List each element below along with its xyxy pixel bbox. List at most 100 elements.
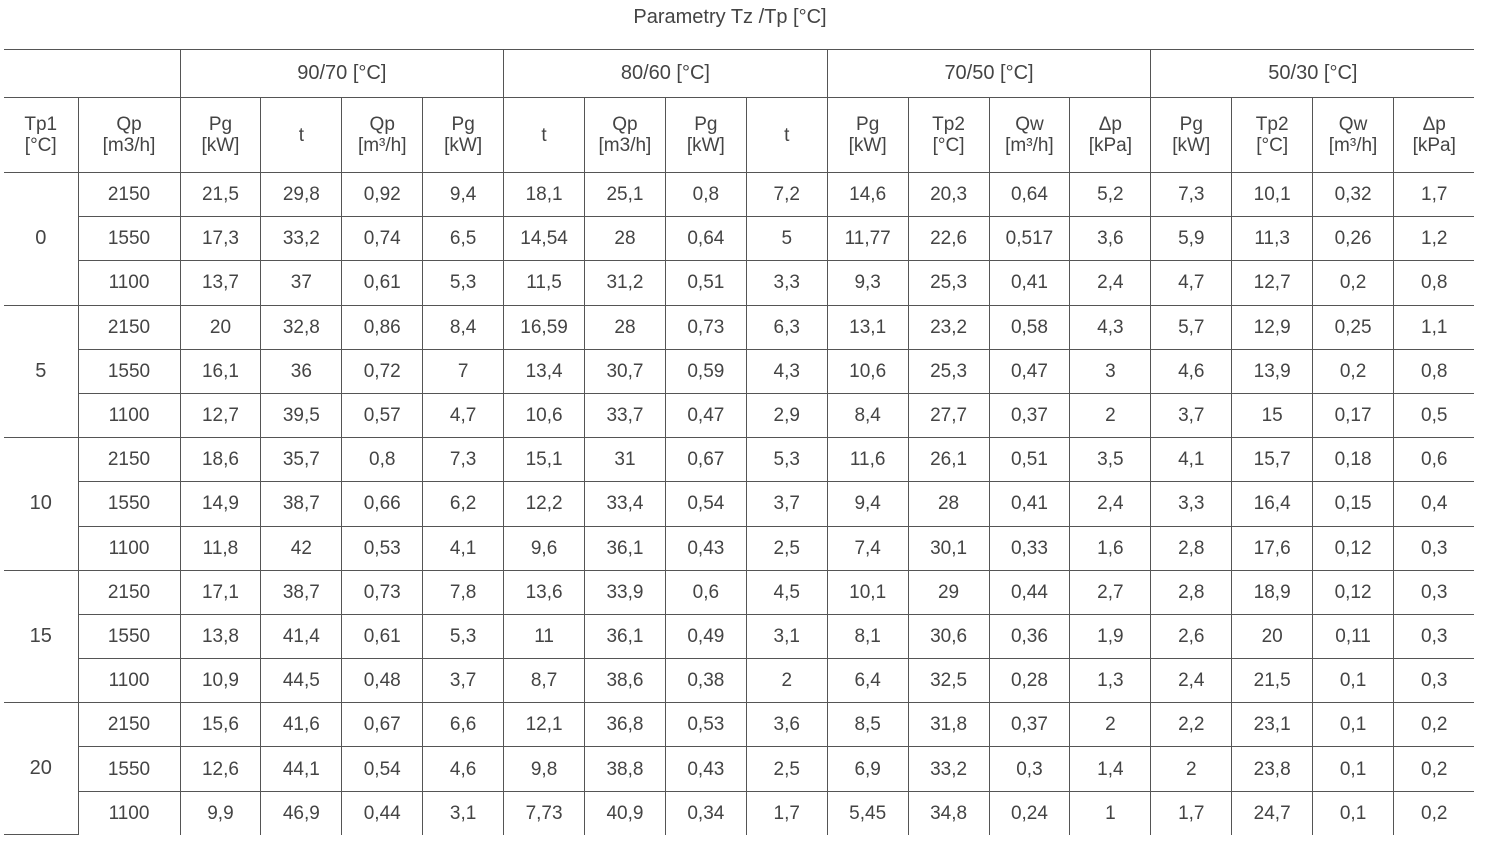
data-cell: 0,47 xyxy=(988,348,1071,394)
data-cell: 44,1 xyxy=(260,746,343,792)
header-line: Pg xyxy=(1179,114,1203,135)
data-cell: 6,4 xyxy=(826,658,909,704)
data-cell: 2,4 xyxy=(1069,481,1152,527)
data-cell: 7,73 xyxy=(503,790,585,835)
header-line: t xyxy=(298,124,304,146)
data-cell: 0,54 xyxy=(664,481,747,527)
data-cell: 37 xyxy=(260,260,343,306)
column-header: Pg [kW] xyxy=(422,97,505,173)
data-cell: 16,4 xyxy=(1231,481,1314,527)
data-cell: 20 xyxy=(1231,613,1314,660)
data-cell: 1,1 xyxy=(1393,304,1475,350)
header-line: Qw xyxy=(1015,114,1044,135)
data-cell: 0,53 xyxy=(341,525,424,571)
group-header: 90/70 [°C] xyxy=(179,49,505,98)
group-header: 80/60 [°C] xyxy=(503,49,828,98)
data-cell: 11 xyxy=(503,613,585,660)
data-cell: 2150 xyxy=(77,304,181,350)
tp1-cell: 10 xyxy=(4,437,79,571)
data-row: 1550 12,6 44,1 0,54 4,6 9,8 38,8 0,43 2,5 6,9 33,2… xyxy=(4,746,1475,792)
data-cell: 4,3 xyxy=(1069,304,1152,350)
header-line: Pg xyxy=(208,114,233,135)
data-cell: 5,45 xyxy=(826,790,909,835)
data-cell: 15,1 xyxy=(503,437,585,483)
data-cell: 41,6 xyxy=(260,702,343,748)
data-row: 20 2150 15,6 41,6 0,67 6,6 12,1 36,8 0,53 3,6 8,5 3… xyxy=(4,702,1475,836)
data-cell: 0,25 xyxy=(1312,304,1394,350)
data-cell: 12,1 xyxy=(503,702,585,748)
data-cell: 28 xyxy=(584,216,666,262)
data-cell: 0,33 xyxy=(988,525,1071,571)
data-cell: 18,1 xyxy=(503,171,585,218)
data-cell: 0,34 xyxy=(664,790,747,835)
data-cell: 2,7 xyxy=(1069,569,1152,615)
data-cell: 4,7 xyxy=(1150,260,1233,306)
data-cell: 0,44 xyxy=(988,569,1071,615)
data-cell: 0,6 xyxy=(1393,437,1475,483)
data-cell: 0,28 xyxy=(988,658,1071,704)
data-cell: 41,4 xyxy=(260,613,343,660)
header-line: [°C] xyxy=(1256,135,1289,156)
data-cell: 3,6 xyxy=(1069,216,1152,262)
data-cell: 8,7 xyxy=(503,658,585,704)
data-cell: 3,3 xyxy=(1150,481,1233,527)
data-cell: 38,8 xyxy=(584,746,666,792)
data-cell: 13,6 xyxy=(503,569,585,615)
data-cell: 3,1 xyxy=(745,613,828,660)
data-cell: 35,7 xyxy=(260,437,343,483)
data-cell: 0,37 xyxy=(988,392,1071,439)
data-cell: 7 xyxy=(422,348,505,394)
data-cell: 4,3 xyxy=(745,348,828,394)
data-cell: 1550 xyxy=(78,216,181,262)
data-cell: 30,1 xyxy=(907,525,990,571)
data-cell: 6,5 xyxy=(422,216,505,262)
data-cell: 2,4 xyxy=(1069,260,1152,306)
data-cell: 31 xyxy=(584,437,666,483)
data-cell: 4,5 xyxy=(745,569,828,615)
data-cell: 2150 xyxy=(77,569,181,615)
data-cell: 28 xyxy=(584,304,666,350)
data-cell: 29,8 xyxy=(260,171,343,218)
data-cell: 4,6 xyxy=(1150,348,1233,394)
data-cell: 44,5 xyxy=(260,658,343,704)
data-cell: 3,7 xyxy=(422,658,505,704)
column-header: Tp2 [°C] xyxy=(1231,97,1314,173)
data-cell: 0,41 xyxy=(988,260,1071,306)
data-cell: 21,5 xyxy=(179,171,262,218)
data-cell: 2,6 xyxy=(1150,613,1233,660)
header-line: Pg xyxy=(856,114,880,135)
data-cell: 0,15 xyxy=(1312,481,1394,527)
data-cell: 0,37 xyxy=(988,702,1071,748)
data-cell: 16,59 xyxy=(503,304,585,350)
data-row: 1550 17,3 33,2 0,74 6,5 14,54 28 0,64 5 11,77 22,6… xyxy=(4,216,1475,262)
data-cell: 14,9 xyxy=(179,481,262,527)
data-cell: 3,7 xyxy=(1150,392,1233,439)
group-header: 50/30 [°C] xyxy=(1150,49,1475,98)
data-row: 5 2150 20 32,8 0,86 8,4 16,59 28 0,73 6,3 13,1 23,2… xyxy=(4,304,1475,439)
data-cell: 17,6 xyxy=(1231,525,1314,571)
data-cell: 29 xyxy=(907,569,990,615)
data-cell: 0,92 xyxy=(341,171,424,218)
data-cell: 36,1 xyxy=(584,525,666,571)
data-cell: 9,4 xyxy=(422,171,505,218)
data-cell: 0,49 xyxy=(664,613,747,660)
column-header: Tp1 [°C] xyxy=(4,97,79,173)
data-cell: 0,6 xyxy=(664,569,747,615)
data-cell: 0,51 xyxy=(988,437,1071,483)
data-cell: 17,1 xyxy=(179,569,262,615)
data-cell: 18,9 xyxy=(1231,569,1314,615)
data-cell: 3,3 xyxy=(745,260,828,306)
data-cell: 10,6 xyxy=(503,392,585,439)
data-cell: 0,17 xyxy=(1312,392,1394,439)
data-cell: 2,4 xyxy=(1150,658,1233,704)
data-cell: 0,43 xyxy=(664,746,747,792)
tp1-cell: 20 xyxy=(4,702,79,836)
header-line: Qp xyxy=(116,114,142,135)
data-cell: 0,2 xyxy=(1393,702,1475,748)
data-cell: 0,1 xyxy=(1312,702,1394,748)
data-row: 1100 11,8 42 0,53 4,1 9,6 36,1 0,43 2,5 7,4 30,1 0,… xyxy=(4,525,1475,571)
data-cell: 33,2 xyxy=(260,216,343,262)
data-cell: 2150 xyxy=(77,171,181,218)
data-cell: 6,3 xyxy=(745,304,828,350)
